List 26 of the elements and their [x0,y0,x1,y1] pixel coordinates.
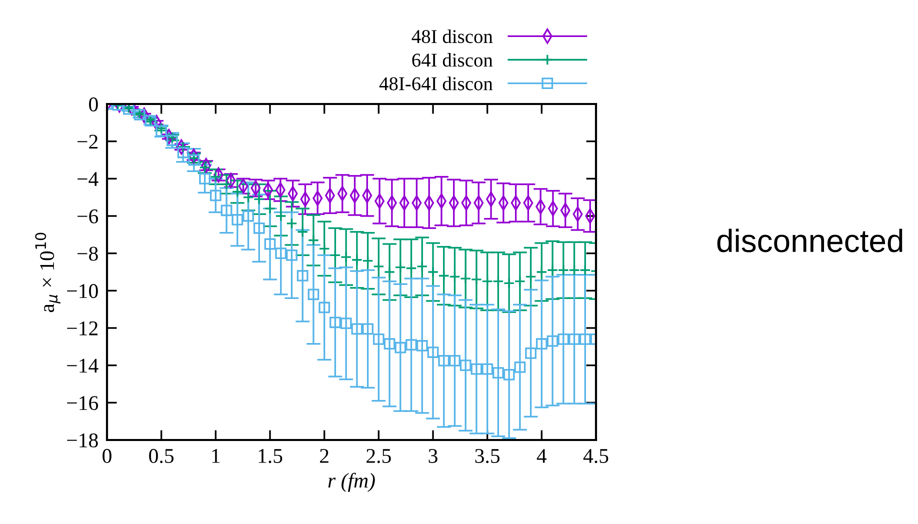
x-tick-label: 1 [212,449,220,463]
y-tick-label: −16 [67,396,98,410]
y-tick-label: −14 [67,358,98,373]
x-tick-label: 4.5 [583,449,608,464]
x-tick-label: 1.5 [258,449,282,464]
y-tick-label: 0 [89,97,98,112]
x-tick-label: 0.5 [149,448,174,464]
x-tick-label: 0 [102,448,112,463]
y-tick-label: −4 [78,172,98,186]
y-tick-label: −18 [67,433,98,448]
y-tick-label: −8 [78,246,98,261]
x-tick-label: 2.5 [366,448,391,464]
x-tick-label: 2 [320,448,328,463]
y-tick-label: −12 [67,321,98,336]
x-tick-label: 3.5 [475,448,500,464]
x-axis-title: r (fm) [328,472,375,492]
y-axis-title: a$_{μ}$ × 10$^{10}$ [35,232,60,312]
y-tick-label: −10 [67,284,98,298]
text: disconnected [717,228,902,252]
x-tick-label: 4 [536,449,547,463]
legend-label: 48I-64I discon [379,76,493,90]
y-tick-label: −2 [78,134,98,149]
y-tick-label: −6 [78,209,98,224]
legend-label: 48I discon [412,29,493,44]
legend-label: 64I discon [412,53,493,67]
x-tick-label: 3 [428,448,438,463]
